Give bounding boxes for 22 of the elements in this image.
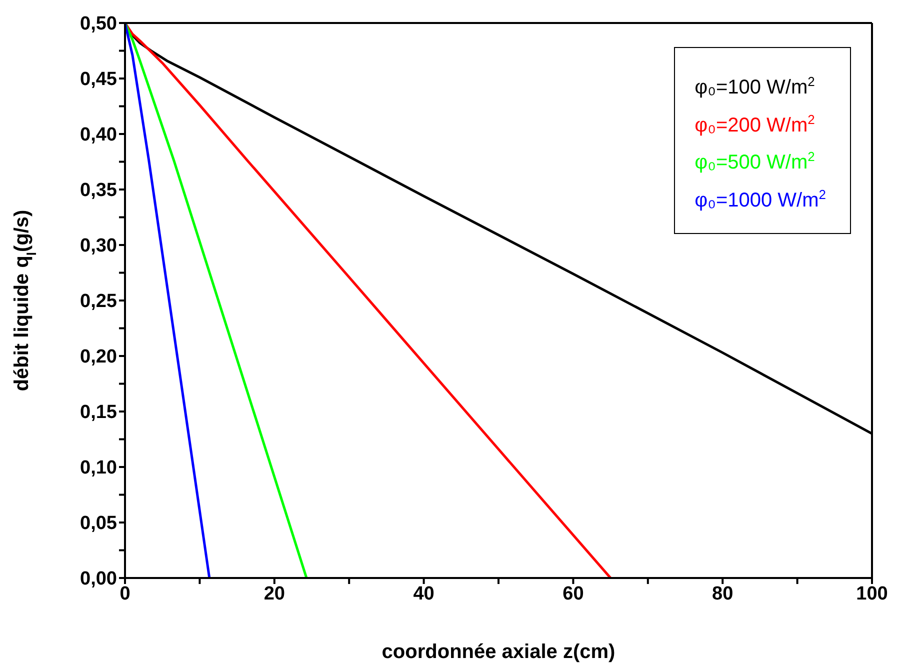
x-tick-label: 40	[413, 583, 434, 604]
x-tick-label: 60	[562, 583, 584, 604]
y-tick-label: 0,35	[80, 180, 118, 202]
y-tick-label: 0,50	[80, 14, 117, 35]
y-tick-label: 0,10	[80, 458, 117, 479]
x-tick-label: 20	[264, 583, 285, 604]
x-tick-label: 80	[712, 583, 734, 604]
y-tick-label: 0,40	[80, 124, 117, 146]
y-tick-label: 0,20	[80, 346, 117, 368]
text: φ₀=500 W/m$^{2}$	[694, 149, 815, 174]
y-tick-label: 0,05	[80, 513, 118, 534]
text: φ₀=1000 W/m$^{2}$	[694, 186, 826, 212]
text: φ₀=200 W/m$^{2}$	[694, 112, 815, 136]
y-tick-label: 0,15	[80, 402, 118, 424]
text: φ₀=100 W/m$^{2}$	[694, 74, 815, 99]
x-tick-label: 100	[856, 583, 888, 604]
y-tick-label: 0,00	[80, 568, 117, 590]
x-axis-title: coordonnée axiale z(cm)	[382, 641, 616, 663]
x-tick-label: 0	[120, 583, 130, 604]
y-tick-label: 0,25	[80, 291, 118, 312]
y-tick-label: 0,45	[80, 69, 118, 90]
y-tick-label: 0,30	[80, 236, 117, 257]
